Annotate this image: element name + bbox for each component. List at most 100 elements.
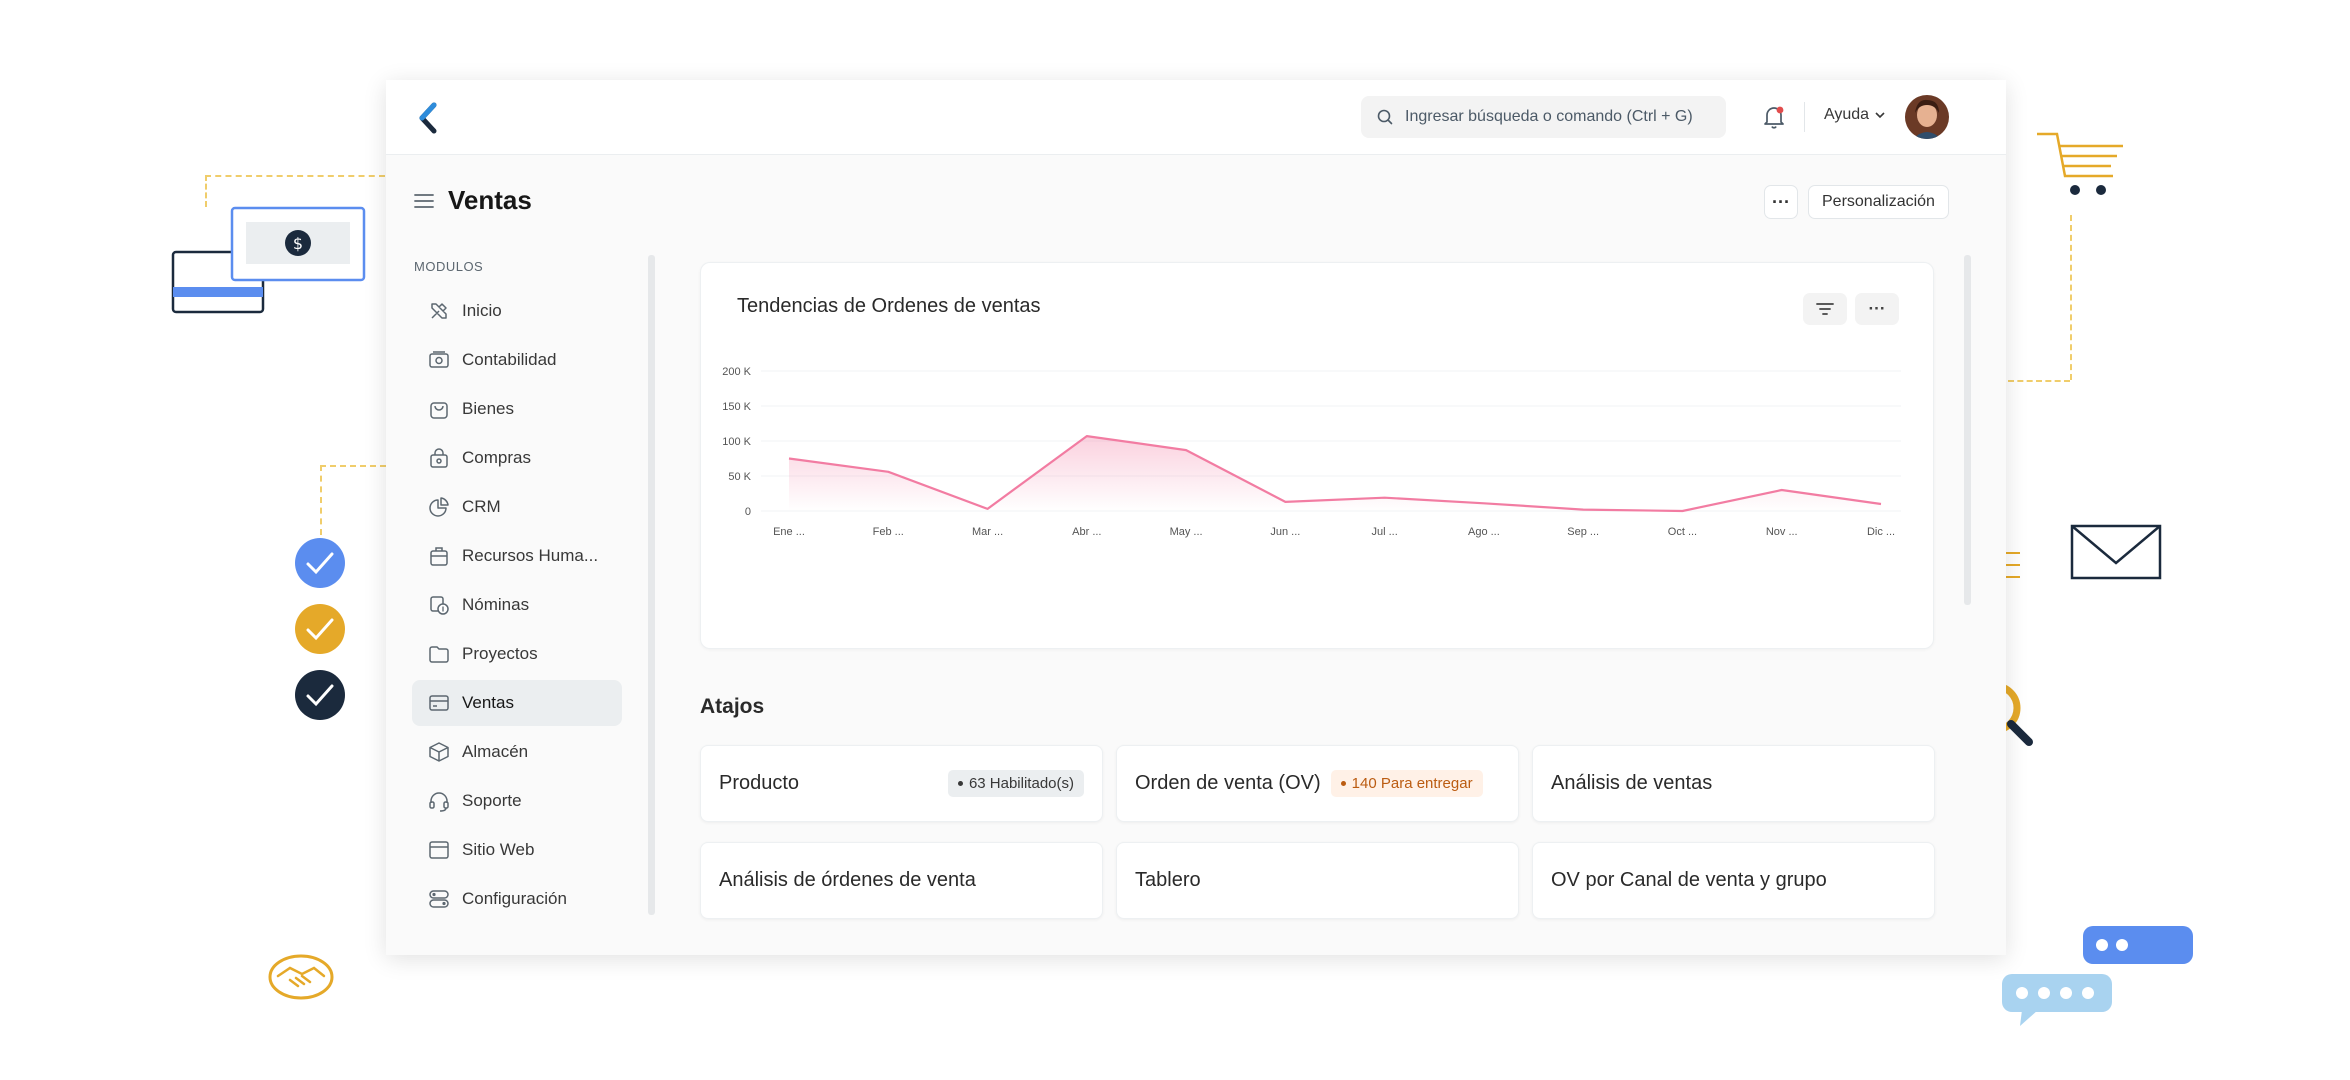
- pie-chart-icon: [429, 497, 449, 517]
- app-logo-icon[interactable]: [416, 102, 442, 134]
- search-bar[interactable]: [1361, 96, 1726, 138]
- chart-data-point[interactable]: [885, 469, 891, 475]
- box-icon: [429, 742, 449, 762]
- sidebar-item-label: Configuración: [462, 889, 567, 908]
- main-content: Ventas ··· Personalización MODULOS Inici…: [386, 155, 2006, 955]
- app-window: Ayuda Ventas ··· Personalización: [386, 80, 2006, 955]
- shortcut-orden-de-venta-ov[interactable]: Orden de venta (OV) 140 Para entregar: [1116, 745, 1519, 822]
- money-icon: [429, 351, 449, 368]
- sidebar-item-label: Nóminas: [462, 595, 530, 614]
- sidebar-item-compras[interactable]: Compras: [412, 435, 622, 481]
- check-circle-navy-icon: [295, 670, 345, 720]
- user-avatar[interactable]: [1905, 95, 1949, 139]
- folder-icon: [429, 646, 449, 663]
- sidebar-item-recursos-huma[interactable]: Recursos Huma...: [412, 533, 622, 579]
- sidebar-item-configuración[interactable]: Configuración: [412, 876, 622, 922]
- chart-x-tick-label: Ene ...: [773, 526, 805, 538]
- shortcut-análisis-de-ventas[interactable]: Análisis de ventas: [1532, 745, 1935, 822]
- sidebar-header: MODULOS: [414, 259, 484, 274]
- shortcut-label: Análisis de órdenes de venta: [719, 869, 976, 891]
- sidebar-item-label: Contabilidad: [462, 350, 557, 369]
- sidebar-item-nóminas[interactable]: Nóminas: [412, 582, 622, 628]
- settings-icon: [429, 890, 449, 908]
- shortcut-tablero[interactable]: Tablero: [1116, 842, 1519, 919]
- shortcut-label: Análisis de ventas: [1551, 772, 1713, 794]
- chart-filter-button[interactable]: [1803, 293, 1847, 325]
- shortcut-label: OV por Canal de venta y grupo: [1551, 869, 1827, 891]
- sidebar-list: Inicio Contabilidad Bienes Compras CRM Recurs…: [412, 288, 622, 922]
- sidebar-item-inicio[interactable]: Inicio: [412, 288, 622, 334]
- chart-x-tick-label: Jun ...: [1270, 526, 1300, 538]
- chart-data-point[interactable]: [1382, 495, 1388, 501]
- shortcut-label: Orden de venta (OV): [1135, 772, 1321, 794]
- handshake-icon: [268, 954, 334, 1000]
- payroll-icon: [430, 596, 449, 615]
- customize-button[interactable]: Personalización: [1808, 185, 1949, 219]
- chart-data-point[interactable]: [985, 506, 991, 512]
- chart-data-point[interactable]: [1084, 433, 1090, 439]
- chart-data-point[interactable]: [786, 456, 792, 462]
- chart-y-tick-label: 50 K: [728, 471, 751, 483]
- sidebar-item-label: Compras: [462, 448, 531, 467]
- chart-y-tick-label: 200 K: [722, 366, 751, 378]
- check-circle-blue-icon: [295, 538, 345, 588]
- people-icon: [430, 547, 448, 566]
- sidebar-item-ventas[interactable]: Ventas: [412, 680, 622, 726]
- shortcut-análisis-de-órdenes-de-venta[interactable]: Análisis de órdenes de venta: [700, 842, 1103, 919]
- shortcut-producto[interactable]: Producto 63 Habilitado(s): [700, 745, 1103, 822]
- badge-label: 140 Para entregar: [1351, 775, 1473, 792]
- page-header: Ventas: [414, 185, 532, 216]
- search-input[interactable]: [1405, 108, 1705, 126]
- sidebar-item-contabilidad[interactable]: Contabilidad: [412, 337, 622, 383]
- sidebar-item-label: Soporte: [462, 791, 522, 810]
- bag-icon: [430, 402, 448, 419]
- shortcut-ov-por-canal-de-venta-y-grupo[interactable]: OV por Canal de venta y grupo: [1532, 842, 1935, 919]
- deco-dashed-line: [2070, 215, 2072, 380]
- svg-text:$: $: [293, 234, 303, 253]
- deco-dashed-line: [320, 465, 386, 467]
- chart-x-tick-label: Abr ...: [1072, 526, 1101, 538]
- sidebar-item-sitio-web[interactable]: Sitio Web: [412, 827, 622, 873]
- chart-data-point[interactable]: [1779, 487, 1785, 493]
- chart-x-tick-label: May ...: [1170, 526, 1203, 538]
- sidebar-item-label: Inicio: [462, 301, 502, 320]
- page-more-button[interactable]: ···: [1764, 185, 1798, 219]
- chart-series-line: [788, 434, 1882, 513]
- sidebar-item-crm[interactable]: CRM: [412, 484, 622, 530]
- chevron-down-icon: [1875, 112, 1885, 119]
- sidebar-item-proyectos[interactable]: Proyectos: [412, 631, 622, 677]
- chart-data-point[interactable]: [1282, 499, 1288, 505]
- deco-dashed-line: [2008, 380, 2070, 382]
- chart-data-point[interactable]: [1183, 447, 1189, 453]
- chart-data-point[interactable]: [1878, 501, 1884, 507]
- navbar-divider: [1804, 102, 1805, 132]
- hamburger-menu-icon[interactable]: [414, 192, 434, 210]
- purchase-icon: [430, 448, 448, 468]
- sidebar-item-almacén[interactable]: Almacén: [412, 729, 622, 775]
- shortcut-badge: 63 Habilitado(s): [947, 770, 1084, 797]
- main-scrollbar[interactable]: [1964, 255, 1971, 605]
- shopping-cart-icon: [2037, 132, 2123, 195]
- tools-icon: [431, 303, 447, 319]
- badge-label: 63 Habilitado(s): [968, 775, 1074, 792]
- chart-more-button[interactable]: ···: [1855, 293, 1899, 325]
- search-icon: [1377, 109, 1393, 125]
- sidebar-item-label: Proyectos: [462, 644, 538, 663]
- sidebar-item-soporte[interactable]: Soporte: [412, 778, 622, 824]
- notification-bell-icon[interactable]: [1762, 104, 1786, 130]
- chat-bubbles-icon: [2002, 926, 2193, 1026]
- chart-title: Tendencias de Ordenes de ventas: [737, 295, 1041, 317]
- sidebar-item-bienes[interactable]: Bienes: [412, 386, 622, 432]
- card-icon: [429, 695, 449, 711]
- badge-dot-icon: [957, 781, 963, 786]
- chart-data-point[interactable]: [1481, 500, 1487, 506]
- help-dropdown[interactable]: Ayuda: [1824, 106, 1886, 124]
- chart-x-tick-label: Sep ...: [1567, 526, 1599, 538]
- chart-x-tick-label: Jul ...: [1371, 526, 1397, 538]
- deco-dashed-line: [320, 465, 322, 535]
- shortcuts-title: Atajos: [700, 695, 765, 718]
- sidebar-scrollbar[interactable]: [648, 255, 655, 915]
- chart-data-point[interactable]: [1679, 508, 1685, 514]
- chart-data-point[interactable]: [1580, 507, 1586, 513]
